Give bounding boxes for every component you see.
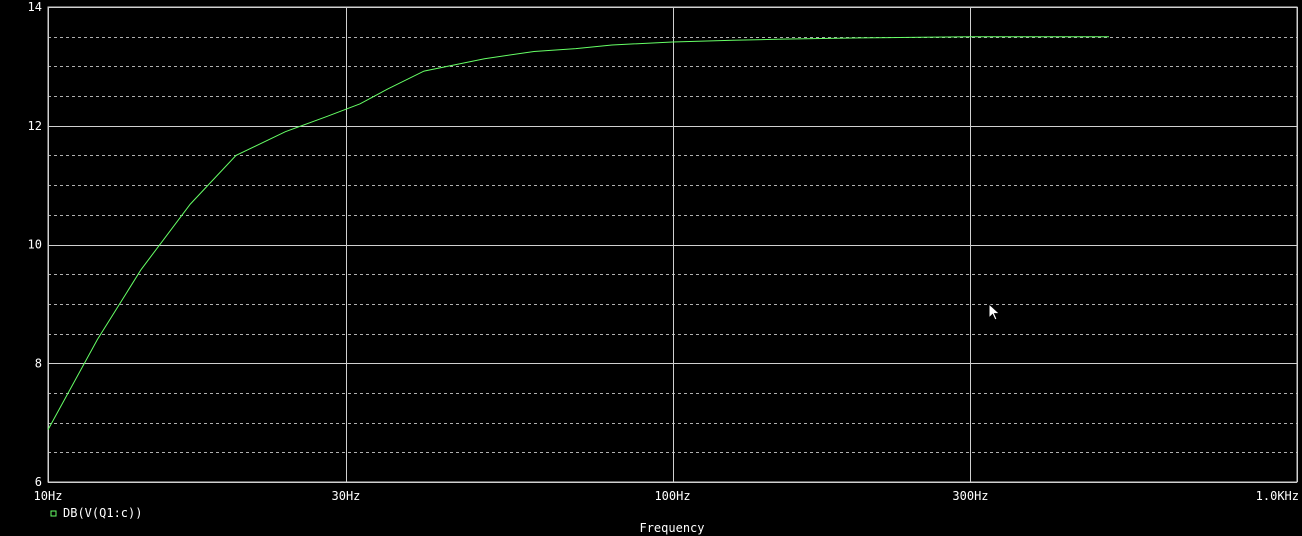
- y-tick-label: 14: [28, 0, 42, 14]
- minor-grid: [48, 37, 1297, 453]
- y-tick-label: 8: [35, 356, 42, 370]
- x-tick-label: 10Hz: [34, 489, 63, 503]
- legend-series-label: DB(V(Q1:c)): [63, 506, 142, 520]
- x-tick-label: 1.0KHz: [1256, 489, 1299, 503]
- y-tick-label: 12: [28, 119, 42, 133]
- y-tick-label: 6: [35, 475, 42, 489]
- series-layer: [47, 36, 1109, 431]
- series-line-db-v-q1-c: [47, 36, 1109, 431]
- x-axis-title: Frequency: [639, 521, 704, 535]
- legend-marker-icon: [50, 510, 57, 517]
- x-tick-label: 100Hz: [654, 489, 690, 503]
- legend: DB(V(Q1:c)): [50, 506, 142, 520]
- x-tick-label: 300Hz: [952, 489, 988, 503]
- plot-frame: [47, 6, 1298, 483]
- x-tick-label: 30Hz: [332, 489, 361, 503]
- y-tick-label: 10: [28, 238, 42, 252]
- y-tick-labels: 6 8 10 12 14: [28, 0, 42, 489]
- x-tick-labels: 10Hz 30Hz 100Hz 300Hz 1.0KHz: [34, 489, 1299, 503]
- mouse-pointer-icon: [988, 303, 1001, 321]
